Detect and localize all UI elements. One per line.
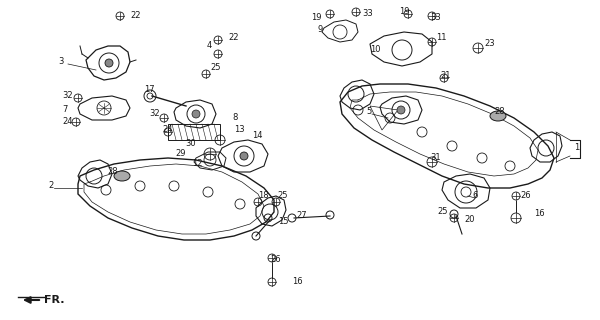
- Text: 28: 28: [494, 108, 505, 116]
- Text: 31: 31: [430, 154, 440, 163]
- Text: 19: 19: [311, 13, 322, 22]
- Circle shape: [240, 152, 248, 160]
- Text: 11: 11: [436, 34, 446, 43]
- Text: 32: 32: [149, 109, 160, 118]
- Text: 4: 4: [207, 42, 212, 51]
- Text: FR.: FR.: [44, 295, 65, 305]
- Text: 27: 27: [296, 212, 307, 220]
- Text: 25: 25: [277, 191, 288, 201]
- Text: 26: 26: [270, 255, 281, 265]
- Text: 25: 25: [210, 63, 221, 73]
- Circle shape: [192, 110, 200, 118]
- Text: 25: 25: [437, 207, 448, 217]
- Text: 21: 21: [440, 71, 451, 81]
- Text: 32: 32: [62, 92, 73, 100]
- Text: 17: 17: [144, 85, 155, 94]
- Text: 3: 3: [58, 58, 64, 67]
- Text: 10: 10: [370, 45, 380, 54]
- Text: 7: 7: [62, 106, 67, 115]
- Text: 28: 28: [107, 167, 118, 177]
- Text: 6: 6: [472, 191, 478, 201]
- Text: 2: 2: [48, 181, 53, 190]
- Text: 33: 33: [362, 10, 373, 19]
- Text: 9: 9: [318, 26, 323, 35]
- Text: 33: 33: [430, 13, 441, 22]
- Text: 13: 13: [234, 125, 245, 134]
- Text: 29: 29: [176, 149, 186, 158]
- Text: 26: 26: [520, 191, 530, 201]
- Text: 23: 23: [484, 39, 494, 49]
- Text: 5: 5: [366, 108, 371, 116]
- Text: 15: 15: [278, 218, 289, 227]
- Text: 24: 24: [162, 125, 173, 134]
- Text: 24: 24: [62, 117, 73, 126]
- Text: 30: 30: [185, 140, 196, 148]
- Text: 20: 20: [464, 215, 475, 225]
- Text: 12: 12: [192, 159, 203, 169]
- Text: 16: 16: [534, 210, 545, 219]
- Text: 22: 22: [130, 12, 140, 20]
- Ellipse shape: [490, 111, 506, 121]
- Text: 22: 22: [228, 34, 239, 43]
- Ellipse shape: [114, 171, 130, 181]
- Text: 8: 8: [232, 114, 238, 123]
- Text: 14: 14: [252, 132, 263, 140]
- Text: 1: 1: [574, 143, 579, 153]
- Circle shape: [105, 59, 113, 67]
- Text: 16: 16: [292, 277, 302, 286]
- Circle shape: [397, 106, 405, 114]
- Text: 19: 19: [400, 7, 410, 17]
- Text: 18: 18: [258, 191, 269, 201]
